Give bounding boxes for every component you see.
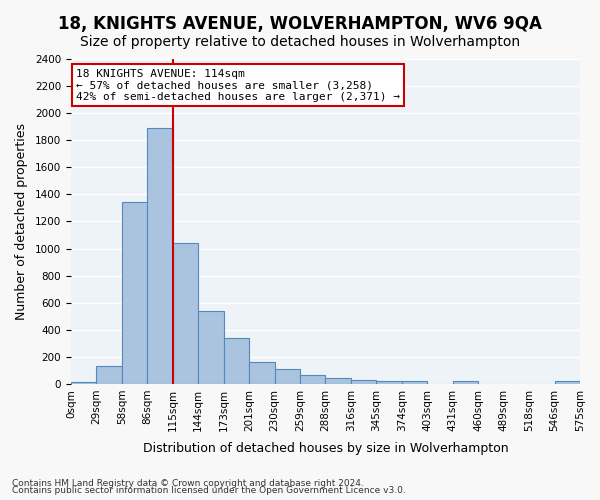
Bar xyxy=(300,375,325,384)
Bar xyxy=(173,243,198,384)
Bar xyxy=(275,369,300,384)
Bar xyxy=(97,366,122,384)
Bar xyxy=(71,382,97,384)
Bar xyxy=(402,381,427,384)
Bar xyxy=(351,380,376,384)
Bar xyxy=(554,381,580,384)
Y-axis label: Number of detached properties: Number of detached properties xyxy=(15,123,28,320)
Text: 18 KNIGHTS AVENUE: 114sqm
← 57% of detached houses are smaller (3,258)
42% of se: 18 KNIGHTS AVENUE: 114sqm ← 57% of detac… xyxy=(76,68,400,102)
Text: 18, KNIGHTS AVENUE, WOLVERHAMPTON, WV6 9QA: 18, KNIGHTS AVENUE, WOLVERHAMPTON, WV6 9… xyxy=(58,15,542,33)
Bar xyxy=(325,378,351,384)
Bar xyxy=(376,380,402,384)
Bar xyxy=(249,362,275,384)
Bar xyxy=(122,202,147,384)
Bar xyxy=(198,311,224,384)
X-axis label: Distribution of detached houses by size in Wolverhampton: Distribution of detached houses by size … xyxy=(143,442,508,455)
Bar xyxy=(147,128,173,384)
Text: Contains public sector information licensed under the Open Government Licence v3: Contains public sector information licen… xyxy=(12,486,406,495)
Text: Contains HM Land Registry data © Crown copyright and database right 2024.: Contains HM Land Registry data © Crown c… xyxy=(12,478,364,488)
Bar xyxy=(224,338,249,384)
Text: Size of property relative to detached houses in Wolverhampton: Size of property relative to detached ho… xyxy=(80,35,520,49)
Bar xyxy=(453,381,478,384)
